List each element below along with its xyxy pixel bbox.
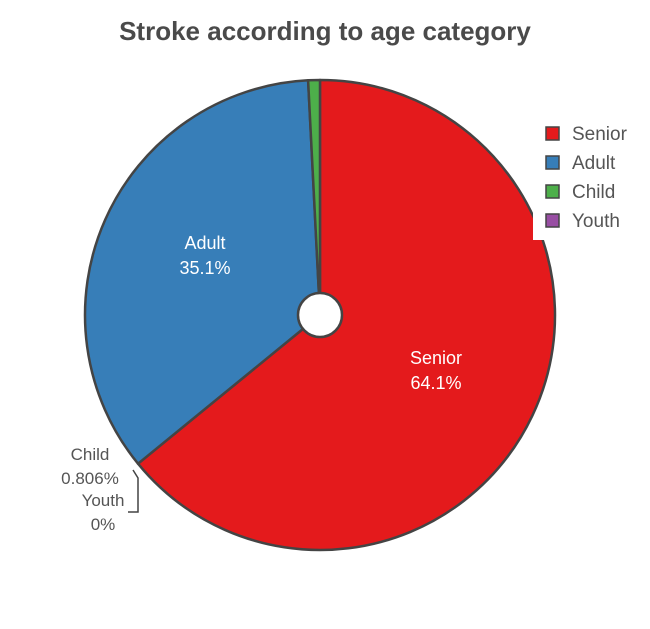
legend-swatch-child[interactable]	[545, 184, 560, 199]
pie-slices	[83, 78, 557, 552]
label-child-name: Child	[71, 445, 110, 464]
leader-line-youth	[128, 469, 139, 513]
legend-swatch-youth[interactable]	[545, 213, 560, 228]
pie-slice-child[interactable]	[306, 78, 322, 317]
label-youth-name: Youth	[82, 491, 125, 510]
legend-label-senior[interactable]: Senior	[572, 124, 628, 145]
inside-labels: Senior 64.1% Adult 35.1%	[179, 233, 462, 393]
legend-swatch-adult[interactable]	[545, 155, 560, 170]
legend-swatch-senior[interactable]	[545, 126, 560, 141]
chart-title: Stroke according to age category	[119, 16, 531, 46]
legend-label-adult[interactable]: Adult	[572, 153, 616, 174]
pie-slice-senior[interactable]	[136, 78, 557, 552]
label-child-value: 0.806%	[61, 469, 119, 488]
legend-label-youth[interactable]: Youth	[572, 211, 620, 232]
label-adult-name: Adult	[184, 233, 225, 253]
label-youth-value: 0%	[91, 515, 116, 534]
label-senior-value: 64.1%	[410, 373, 461, 393]
legend-label-child[interactable]: Child	[572, 182, 615, 203]
label-adult-value: 35.1%	[179, 258, 230, 278]
outside-labels: Child 0.806% Youth 0%	[61, 445, 139, 534]
pie-slice-adult[interactable]	[83, 79, 322, 465]
legend: Senior Adult Child Youth	[533, 118, 643, 240]
label-senior-name: Senior	[410, 348, 462, 368]
pie-center-hole	[296, 291, 344, 339]
